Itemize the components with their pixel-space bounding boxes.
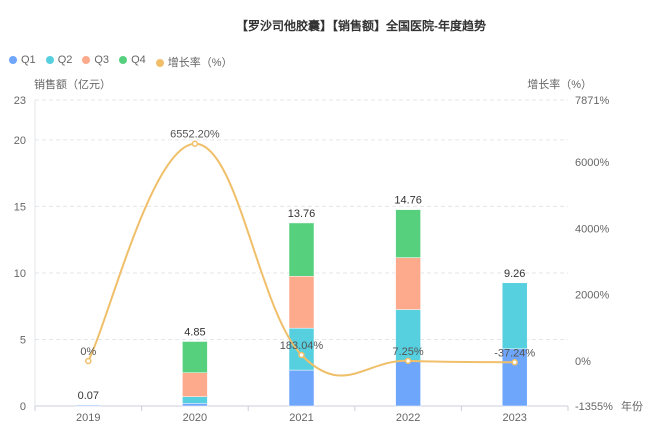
growth-point [404, 357, 412, 365]
x-tick-label: 2020 [183, 412, 207, 424]
bar-q3 [182, 372, 208, 397]
y-tick-label: 10 [14, 268, 26, 280]
y2-tick-label: 7871% [575, 95, 609, 107]
bar-q3 [395, 257, 421, 310]
growth-label: 0% [80, 346, 96, 358]
legend: Q1 Q2 Q3 Q4 增长率（%） [9, 54, 233, 70]
legend-marker-icon [9, 56, 17, 64]
bar-q1 [182, 403, 208, 407]
growth-point [298, 351, 305, 359]
bar-q2 [395, 309, 421, 362]
legend-label: Q1 [21, 54, 36, 66]
bar-q1 [501, 348, 528, 407]
total-label: 9.26 [504, 268, 525, 280]
total-label: 13.76 [288, 208, 316, 220]
growth-label: 7.25% [392, 346, 423, 358]
chart-title: 【罗沙司他胶囊】【销售额】全国医院-年度趋势 [236, 19, 486, 33]
bar-q2 [182, 396, 208, 404]
legend-marker-icon [119, 56, 128, 64]
y-tick-label: 15 [14, 201, 26, 213]
legend-item[interactable]: Q1 [9, 54, 36, 70]
bar-q1 [75, 404, 102, 407]
legend-marker-icon [45, 56, 54, 64]
y2-axis-title: 增长率（%） [527, 77, 592, 91]
legend-item[interactable]: Q2 [45, 54, 73, 70]
total-label: 4.85 [184, 326, 205, 338]
growth-label: 6552.20% [170, 129, 220, 141]
x-tick-label: 2022 [396, 412, 420, 424]
legend-label: Q3 [94, 54, 110, 66]
total-label: 0.07 [78, 390, 99, 402]
y2-tick-label: 2000% [575, 290, 609, 302]
legend-marker-icon [82, 56, 91, 64]
growth-point [85, 357, 92, 365]
bar-q1 [288, 369, 315, 407]
growth-label: 183.04% [280, 340, 324, 352]
growth-line [87, 142, 515, 377]
y2-tick-label: -1355% [575, 401, 613, 413]
bar-q4 [395, 209, 421, 258]
total-label: 14.76 [394, 195, 422, 207]
bar-q1 [395, 360, 421, 407]
growth-label: -37.24% [494, 347, 535, 359]
y2-tick-label: 6000% [575, 157, 609, 169]
legend-item[interactable]: Q3 [82, 54, 109, 70]
bar-q4 [288, 222, 315, 277]
bar-q3 [288, 276, 315, 329]
x-axis-title: 年份 [621, 399, 643, 413]
legend-label: 增长率（%） [167, 57, 233, 69]
y-tick-label: 0 [20, 401, 26, 413]
bar-q2 [501, 282, 528, 350]
x-tick-label: 2021 [289, 412, 313, 424]
growth-point [191, 140, 199, 147]
legend-item[interactable]: Q4 [119, 54, 146, 70]
legend-item[interactable]: 增长率（%） [155, 54, 233, 70]
bar-q4 [182, 341, 208, 373]
y-tick-label: 23 [14, 95, 26, 107]
legend-label: Q4 [131, 54, 146, 66]
y-axis-title: 销售额（亿元） [34, 77, 111, 91]
x-tick-label: 2023 [502, 412, 526, 424]
bar-q2 [288, 327, 315, 371]
y-tick-label: 20 [14, 135, 26, 147]
y2-tick-label: 4000% [575, 223, 609, 235]
legend-marker-icon [155, 59, 164, 67]
growth-point [511, 359, 518, 366]
y2-tick-label: 0% [575, 356, 591, 368]
legend-label: Q2 [57, 54, 73, 66]
x-tick-label: 2019 [76, 412, 100, 424]
y-tick-label: 5 [20, 334, 26, 346]
